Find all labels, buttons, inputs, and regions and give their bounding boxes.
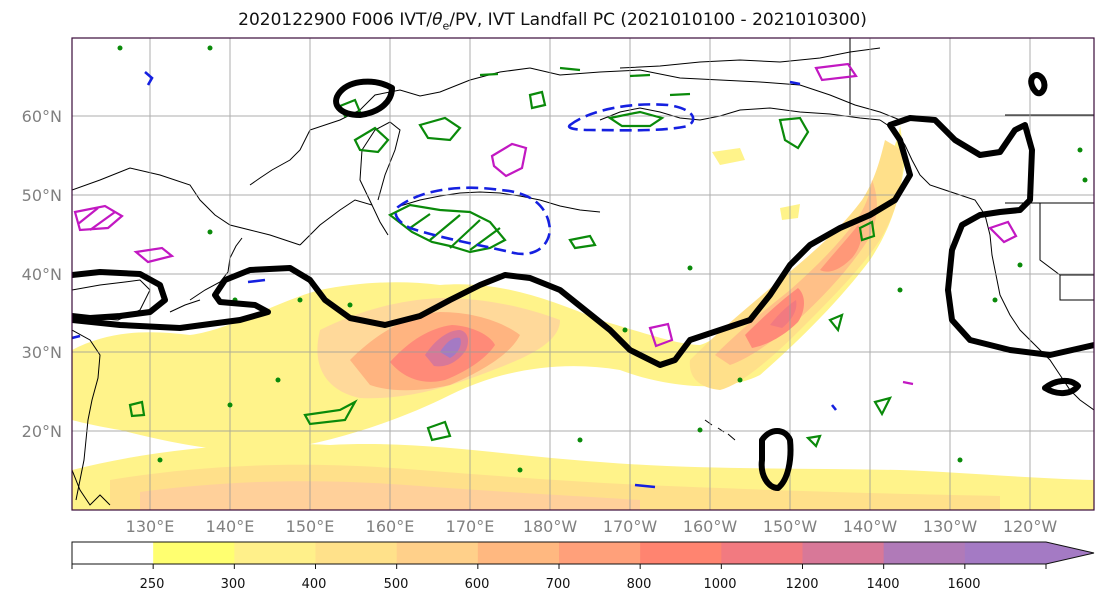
lon-label: 130°W bbox=[923, 517, 978, 536]
colorbar-tick-label: 800 bbox=[627, 577, 652, 592]
lon-label: 160°E bbox=[366, 517, 415, 536]
colorbar: 250 300 400 500 600 700 800 1000 1200 14… bbox=[71, 541, 1095, 592]
lon-label: 160°W bbox=[683, 517, 738, 536]
theta-e-dots bbox=[117, 45, 1088, 473]
map-title: 2020122900 F006 IVT/θe/PV, IVT Landfall … bbox=[238, 10, 867, 33]
lat-label: 40°N bbox=[22, 265, 62, 284]
colorbar-segments bbox=[72, 542, 1047, 564]
lat-label: 60°N bbox=[22, 107, 62, 126]
colorbar-segment bbox=[477, 542, 560, 564]
colorbar-tick-label: 400 bbox=[302, 577, 327, 592]
lat-label: 20°N bbox=[22, 422, 62, 441]
lat-label: 30°N bbox=[22, 343, 62, 362]
longitude-labels: 130°E 140°E 150°E 160°E 170°E 180°W 170°… bbox=[126, 517, 1058, 536]
colorbar-segment bbox=[640, 542, 722, 564]
map-border bbox=[71, 37, 1095, 511]
colorbar-ticks bbox=[71, 564, 1047, 569]
lon-label: 170°E bbox=[446, 517, 495, 536]
colorbar-segment bbox=[72, 542, 154, 564]
colorbar-segment bbox=[559, 542, 641, 564]
lon-label: 140°W bbox=[843, 517, 898, 536]
colorbar-extend-arrow bbox=[1046, 542, 1094, 564]
lon-label: 140°E bbox=[206, 517, 255, 536]
colorbar-tick-label: 600 bbox=[465, 577, 490, 592]
lon-label: 180°W bbox=[523, 517, 578, 536]
colorbar-tick-label: 250 bbox=[140, 577, 165, 592]
lon-label: 130°E bbox=[126, 517, 175, 536]
colorbar-segment bbox=[883, 542, 966, 564]
colorbar-tick-label: 1200 bbox=[785, 577, 818, 592]
colorbar-labels: 250 300 400 500 600 700 800 1000 1200 14… bbox=[140, 577, 981, 592]
colorbar-segment bbox=[153, 542, 235, 564]
colorbar-tick-label: 1400 bbox=[866, 577, 899, 592]
colorbar-tick-label: 1600 bbox=[947, 577, 980, 592]
colorbar-tick-label: 700 bbox=[546, 577, 571, 592]
colorbar-segment bbox=[964, 542, 1047, 564]
colorbar-segment bbox=[802, 542, 885, 564]
colorbar-tick-label: 300 bbox=[221, 577, 246, 592]
lon-label: 150°E bbox=[286, 517, 335, 536]
colorbar-tick-label: 500 bbox=[384, 577, 409, 592]
lat-label: 50°N bbox=[22, 186, 62, 205]
colorbar-tick-label: 1000 bbox=[703, 577, 736, 592]
lon-label: 150°W bbox=[763, 517, 818, 536]
colorbar-segment bbox=[396, 542, 479, 564]
colorbar-segment bbox=[721, 542, 804, 564]
lon-label: 120°W bbox=[1003, 517, 1058, 536]
pv-contours bbox=[72, 71, 838, 489]
gridlines bbox=[72, 38, 1094, 510]
latitude-labels: 60°N 50°N 40°N 30°N 20°N bbox=[22, 107, 62, 441]
ivt-landfall-contour bbox=[72, 72, 1094, 491]
pv-high-contours bbox=[73, 62, 1018, 386]
colorbar-outline bbox=[71, 541, 1095, 565]
colorbar-segment bbox=[234, 542, 317, 564]
colorbar-segment bbox=[315, 542, 398, 564]
lon-label: 170°W bbox=[603, 517, 658, 536]
